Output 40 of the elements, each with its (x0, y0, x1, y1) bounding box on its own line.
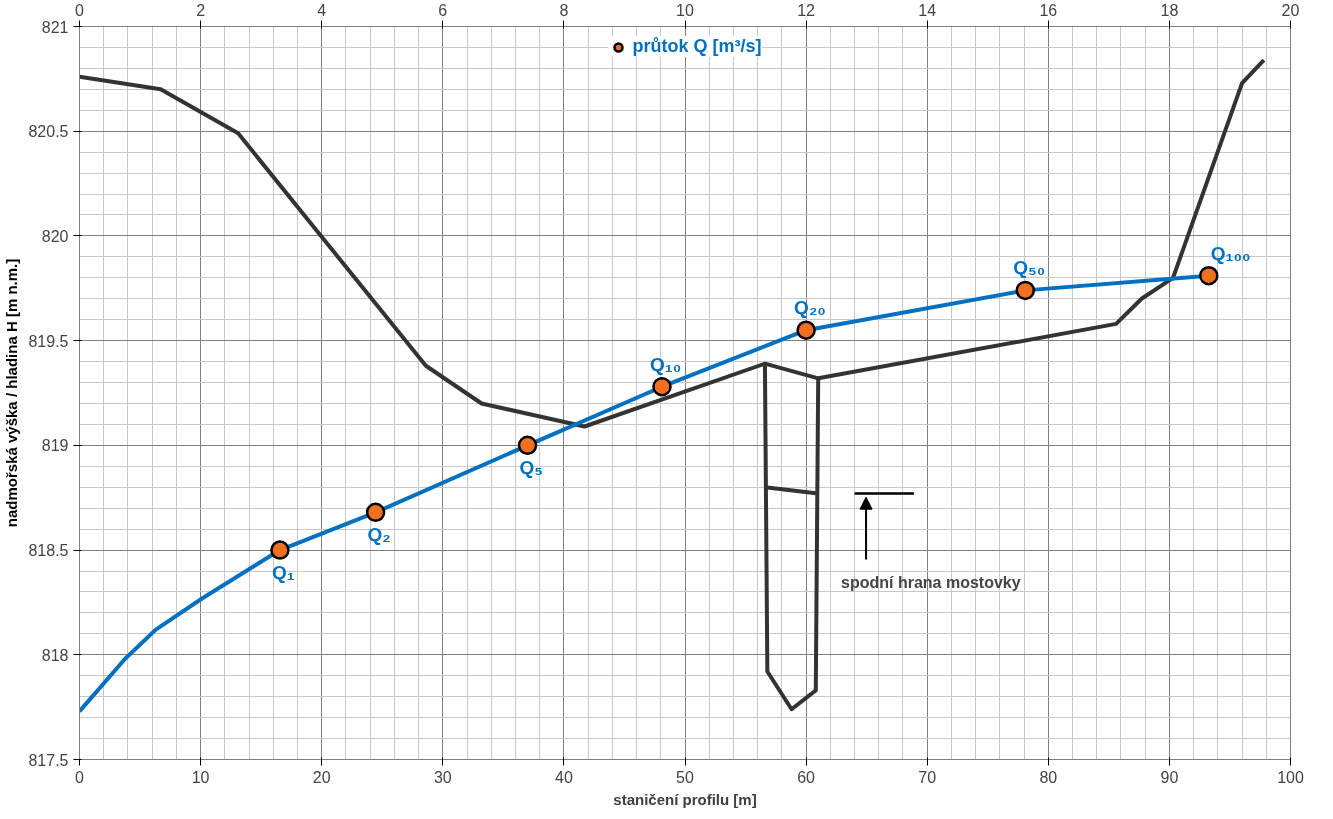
x-tick-label: 20 (312, 768, 331, 786)
data-label: Q₁₀₀ (1210, 242, 1251, 264)
x2-tick-label: 0 (75, 1, 85, 19)
x-tick-label: 10 (191, 768, 210, 786)
x-tick-label: 30 (433, 768, 452, 786)
x-tick-label: 100 (1277, 768, 1304, 786)
y-tick-label: 818 (41, 646, 69, 664)
y-tick-label: 818.5 (28, 542, 69, 560)
data-label: Q₂ (367, 524, 391, 546)
legend-label: průtok Q [m³/s] (632, 36, 762, 57)
x-tick-label: 90 (1160, 768, 1179, 786)
x2-tick-label: 16 (1039, 1, 1058, 19)
y-tick-label: 817.5 (28, 751, 69, 769)
y-tick-label: 820.5 (28, 123, 69, 141)
y-tick-label: 821 (41, 18, 69, 36)
x-axis-title: staničení profilu [m] (613, 790, 757, 808)
x2-tick-label: 4 (317, 1, 327, 19)
x2-tick-label: 14 (918, 1, 937, 19)
x-tick-label: 60 (797, 768, 816, 786)
x-tick-label: 0 (75, 768, 85, 786)
x-tick-label: 70 (918, 768, 937, 786)
x-tick-label: 40 (555, 768, 573, 786)
x2-tick-label: 6 (438, 1, 448, 19)
data-label: Q₅ (519, 457, 544, 479)
x2-tick-label: 18 (1160, 1, 1179, 19)
x2-tick-label: 20 (1281, 1, 1300, 19)
y-tick-label: 819.5 (28, 332, 69, 350)
x2-tick-label: 2 (196, 1, 206, 19)
x2-tick-label: 12 (797, 1, 816, 19)
y-tick-label: 820 (41, 227, 69, 245)
data-label: Q₁₀ (649, 353, 682, 375)
data-label: Q₅₀ (1013, 257, 1046, 279)
x2-tick-label: 10 (676, 1, 694, 19)
x-tick-label: 80 (1039, 768, 1058, 786)
x2-tick-label: 8 (559, 1, 569, 19)
data-label: Q₂₀ (794, 297, 826, 319)
data-label: Q₁ (271, 562, 295, 584)
x-tick-label: 50 (676, 768, 694, 786)
y-axis-title: nadmořská výška / hladina H [m n.m.] (3, 258, 21, 528)
y-tick-label: 819 (41, 437, 69, 455)
